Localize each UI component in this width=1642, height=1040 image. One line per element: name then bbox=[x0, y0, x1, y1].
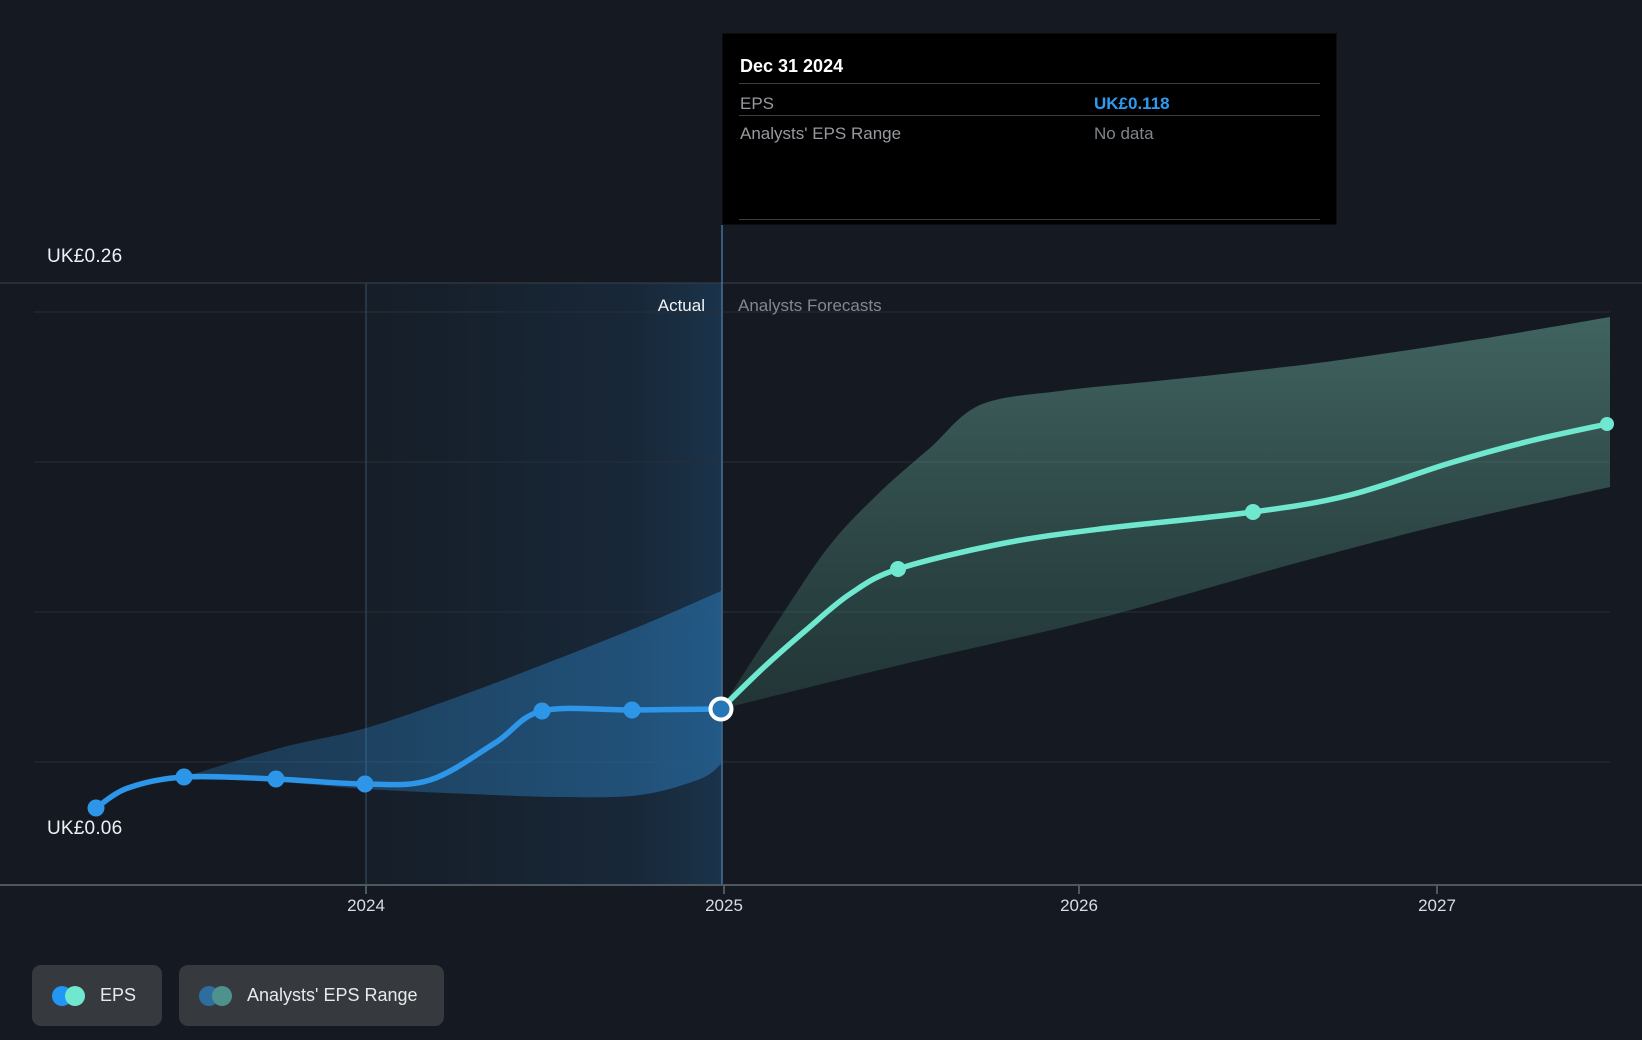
eps-actual-point[interactable] bbox=[267, 770, 285, 788]
legend-eps-range-toggle[interactable]: Analysts' EPS Range bbox=[179, 965, 444, 1026]
eps-forecast-line[interactable] bbox=[718, 421, 1610, 712]
eps-actual-point[interactable] bbox=[175, 768, 193, 786]
eps-actual-point[interactable] bbox=[533, 702, 551, 720]
tooltip-eps-value: UK£0.118 bbox=[1094, 94, 1170, 113]
forecast-phase-label: Analysts Forecasts bbox=[738, 296, 882, 315]
analysts-eps-range-band bbox=[721, 317, 1610, 709]
eps-forecast-end-point[interactable] bbox=[1600, 417, 1614, 431]
x-tick-2026: 2026 bbox=[1060, 896, 1098, 915]
y-axis-max-label: UK£0.26 bbox=[47, 246, 123, 267]
actual-phase-label: Actual bbox=[657, 296, 705, 315]
x-tick-2025: 2025 bbox=[705, 896, 743, 915]
legend-eps-range-label: Analysts' EPS Range bbox=[247, 985, 418, 1005]
historical-range-band bbox=[184, 591, 721, 798]
y-axis-min-label: UK£0.06 bbox=[47, 818, 123, 839]
tooltip-divider bbox=[739, 219, 1320, 220]
eps-forecast-point[interactable] bbox=[1245, 504, 1261, 520]
eps-actual-point[interactable] bbox=[623, 701, 641, 719]
tooltip-range-label: Analysts' EPS Range bbox=[740, 124, 902, 143]
tooltip-range-value: No data bbox=[1094, 124, 1154, 143]
tooltip-divider bbox=[739, 115, 1320, 116]
eps-actual-line[interactable] bbox=[93, 705, 724, 811]
eps-range-series-icon bbox=[199, 985, 233, 1006]
highlighted-eps-point[interactable] bbox=[708, 696, 734, 722]
chart-tooltip: Dec 31 2024 EPS UK£0.118 Analysts' EPS R… bbox=[722, 33, 1337, 225]
eps-series-icon bbox=[52, 985, 85, 1006]
x-tick-2027: 2027 bbox=[1418, 896, 1456, 915]
eps-forecast-point[interactable] bbox=[890, 561, 906, 577]
eps-actual-point[interactable] bbox=[356, 775, 374, 793]
tooltip-date: Dec 31 2024 bbox=[740, 56, 844, 76]
legend-eps-label: EPS bbox=[100, 985, 137, 1005]
eps-actual-point[interactable] bbox=[87, 799, 105, 817]
legend-eps-toggle[interactable]: EPS bbox=[32, 965, 163, 1026]
tooltip-divider bbox=[739, 83, 1320, 84]
tooltip-eps-label: EPS bbox=[740, 94, 775, 113]
chart-legend: EPS Analysts' EPS Range bbox=[32, 965, 444, 1026]
x-tick-2024: 2024 bbox=[347, 896, 385, 915]
